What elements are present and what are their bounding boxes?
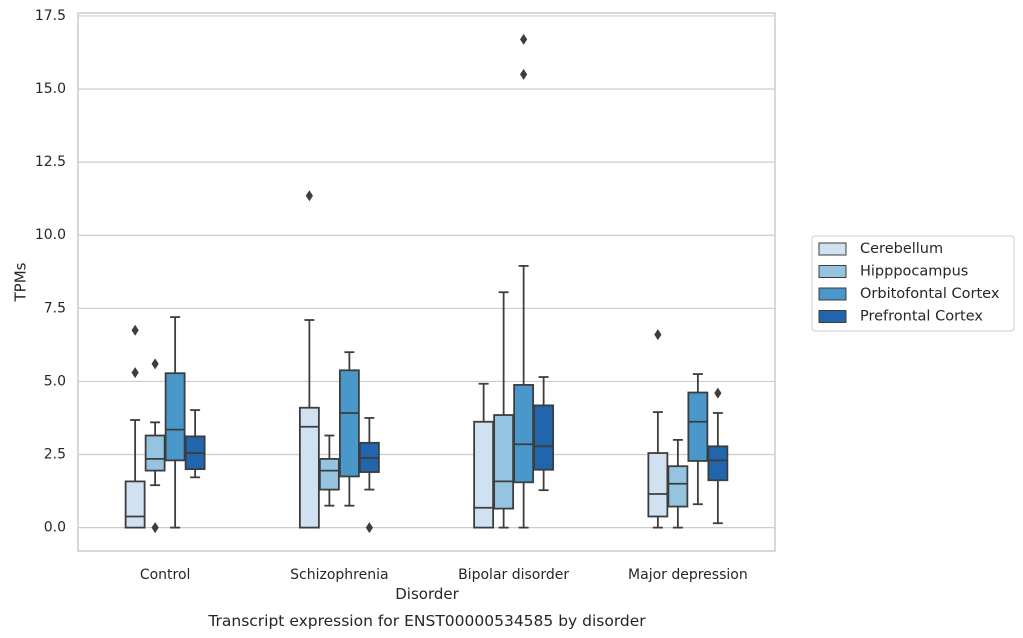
box bbox=[493, 291, 515, 529]
box-group bbox=[298, 190, 380, 534]
legend-swatch bbox=[818, 310, 847, 323]
outlier-point bbox=[714, 387, 722, 399]
legend-item: Prefrontal Cortex bbox=[818, 309, 983, 325]
legend-label: Hipppocampus bbox=[860, 264, 968, 280]
outlier-point bbox=[151, 358, 159, 370]
box-body bbox=[707, 445, 729, 482]
y-axis-ticks: 0.0 2.5 5.0 7.5 10.0 12.5 15.0 17.5 bbox=[35, 8, 66, 536]
legend-item: Orbitofontal Cortex bbox=[818, 286, 1000, 302]
outlier-point bbox=[151, 522, 159, 534]
plot-area bbox=[77, 12, 776, 552]
box bbox=[144, 358, 166, 534]
y-tick-label: 12.5 bbox=[35, 154, 66, 170]
box-body bbox=[318, 457, 340, 491]
box bbox=[707, 387, 729, 525]
box bbox=[164, 316, 186, 529]
x-axis-title: Disorder bbox=[395, 585, 459, 603]
box-body bbox=[647, 452, 669, 518]
y-tick-label: 0.0 bbox=[44, 520, 66, 536]
x-tick-label: Schizophrenia bbox=[290, 567, 388, 583]
box bbox=[533, 376, 555, 492]
box-body bbox=[164, 372, 186, 462]
box-group bbox=[124, 316, 206, 534]
outlier-point bbox=[365, 522, 373, 534]
y-tick-label: 2.5 bbox=[44, 447, 66, 463]
box-group bbox=[473, 33, 555, 529]
y-tick-label: 15.0 bbox=[35, 81, 66, 97]
box-body bbox=[473, 420, 495, 529]
box-body bbox=[493, 414, 515, 510]
x-tick-label: Major depression bbox=[628, 567, 748, 583]
box bbox=[513, 33, 535, 529]
box bbox=[647, 329, 669, 529]
legend-label: Cerebellum bbox=[860, 241, 943, 257]
outlier-point bbox=[305, 190, 313, 202]
box-body bbox=[144, 434, 166, 472]
outlier-point bbox=[520, 33, 528, 45]
box-body bbox=[513, 384, 535, 484]
legend: Cerebellum Hipppocampus Orbitofontal Corte… bbox=[811, 235, 1015, 332]
outlier-point bbox=[131, 367, 139, 379]
box bbox=[298, 190, 320, 529]
x-tick-label: Bipolar disorder bbox=[458, 567, 569, 583]
box-body bbox=[667, 465, 689, 508]
box bbox=[473, 382, 495, 529]
legend-swatch bbox=[818, 265, 847, 278]
box-body bbox=[298, 406, 320, 529]
legend-swatch bbox=[818, 287, 847, 301]
y-tick-label: 17.5 bbox=[35, 8, 66, 24]
outlier-point bbox=[654, 329, 662, 341]
box-body bbox=[687, 391, 709, 462]
box-body bbox=[533, 404, 555, 471]
chart-caption: Transcript expression for ENST0000053458… bbox=[207, 612, 646, 630]
outlier-point bbox=[520, 68, 528, 80]
box bbox=[687, 373, 709, 506]
box bbox=[358, 417, 380, 534]
y-tick-label: 7.5 bbox=[44, 300, 66, 316]
box-group bbox=[647, 329, 729, 529]
legend-item: Hipppocampus bbox=[818, 264, 968, 280]
legend-item: Cerebellum bbox=[818, 241, 943, 257]
x-tick-label: Control bbox=[140, 567, 191, 583]
legend-frame bbox=[811, 235, 1015, 332]
legend-label: Orbitofontal Cortex bbox=[860, 286, 1000, 302]
x-axis-ticks: Control Schizophrenia Bipolar disorder Majo… bbox=[140, 567, 748, 583]
box bbox=[318, 434, 340, 507]
outlier-point bbox=[131, 324, 139, 336]
box bbox=[338, 351, 360, 507]
box bbox=[184, 409, 206, 479]
box bbox=[667, 438, 689, 529]
plot-frame bbox=[77, 12, 776, 552]
y-tick-label: 5.0 bbox=[44, 373, 66, 389]
legend-swatch bbox=[818, 242, 847, 256]
legend-label: Prefrontal Cortex bbox=[860, 309, 983, 325]
box-groups bbox=[124, 33, 729, 534]
box-body bbox=[338, 369, 360, 478]
y-tick-label: 10.0 bbox=[35, 227, 66, 243]
y-axis-title: TPMs bbox=[12, 262, 30, 302]
box-body bbox=[124, 480, 146, 529]
box bbox=[124, 324, 146, 529]
